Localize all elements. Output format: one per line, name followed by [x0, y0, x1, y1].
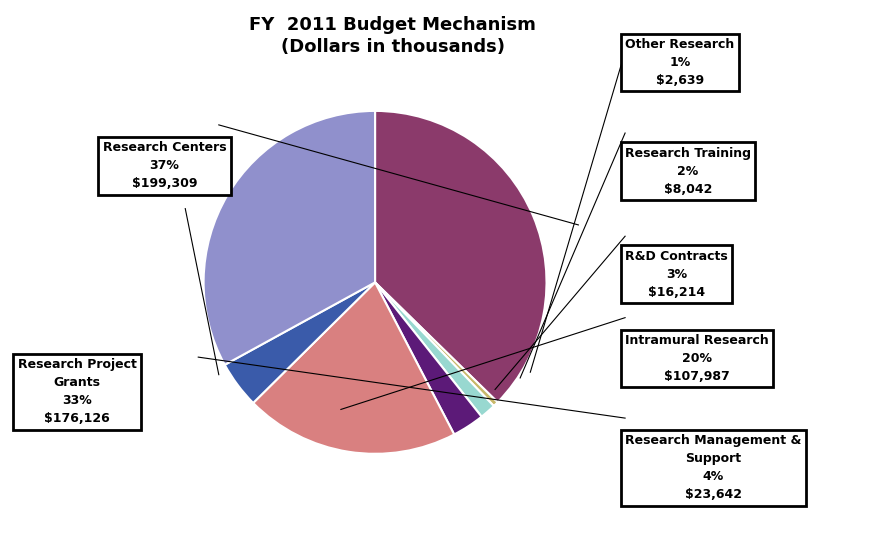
Text: Research Training
2%
$8,042: Research Training 2% $8,042: [625, 147, 751, 195]
Wedge shape: [375, 282, 497, 406]
Text: Research Management &
Support
4%
$23,642: Research Management & Support 4% $23,642: [625, 434, 802, 501]
Text: FY  2011 Budget Mechanism
(Dollars in thousands): FY 2011 Budget Mechanism (Dollars in tho…: [249, 16, 537, 56]
Text: Research Project
Grants
33%
$176,126: Research Project Grants 33% $176,126: [18, 358, 137, 425]
Wedge shape: [253, 282, 455, 454]
Wedge shape: [204, 111, 375, 365]
Wedge shape: [375, 111, 547, 402]
Text: Intramural Research
20%
$107,987: Intramural Research 20% $107,987: [625, 334, 769, 383]
Text: R&D Contracts
3%
$16,214: R&D Contracts 3% $16,214: [625, 250, 728, 299]
Text: Other Research
1%
$2,639: Other Research 1% $2,639: [625, 38, 734, 87]
Text: Research Centers
37%
$199,309: Research Centers 37% $199,309: [103, 141, 226, 190]
Wedge shape: [375, 282, 481, 434]
Wedge shape: [225, 282, 375, 403]
Wedge shape: [375, 282, 494, 416]
